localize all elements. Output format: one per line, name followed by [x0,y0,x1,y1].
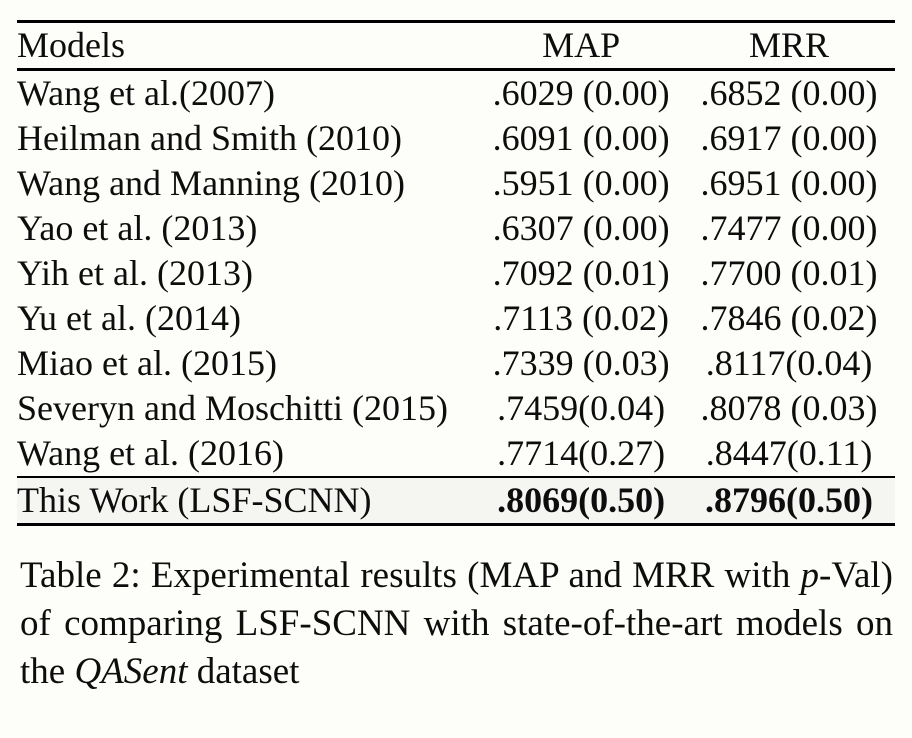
mrr-value: .6917 (0.00) [700,118,878,158]
map-value: .5951 (0.00) [492,163,670,203]
table-caption: Table 2: Experimental results (MAP and M… [20,552,893,696]
model-name: Yu et al. (2014) [17,298,241,338]
model-name: Severyn and Moschitti (2015) [17,388,448,428]
column-header-models: Models [17,21,480,71]
caption-text: Table 2: Experimental results (MAP and M… [20,555,801,596]
table-row: Yu et al. (2014) .7113 (0.02) .7846 (0.0… [17,296,895,341]
column-header-mrr: MRR [683,21,895,71]
map-value: .6091 (0.00) [492,118,670,158]
mrr-value: .8447(0.11) [705,433,873,473]
mrr-value: .7700 (0.01) [700,253,878,293]
model-name: Wang and Manning (2010) [17,163,406,203]
table-header-row: Models MAP MRR [17,21,895,71]
map-value: .7339 (0.03) [492,343,670,383]
map-value: .7113 (0.02) [493,298,669,338]
table-row: Yao et al. (2013) .6307 (0.00) .7477 (0.… [17,206,895,251]
map-value: .6307 (0.00) [492,208,670,248]
map-value: .7092 (0.01) [492,253,670,293]
model-name: Wang et al. (2016) [17,433,285,473]
mrr-value: .8117(0.04) [705,343,873,383]
map-value: .7714(0.27) [497,433,666,473]
map-value: .7459(0.04) [497,388,666,428]
model-name: Heilman and Smith (2010) [17,118,402,158]
table-row: Wang et al. (2016) .7714(0.27) .8447(0.1… [17,431,895,477]
mrr-value: .8078 (0.03) [700,388,878,428]
results-table: Models MAP MRR Wang et al.(2007) .6029 (… [17,20,895,526]
caption-text: dataset [187,651,300,692]
table-row: Wang and Manning (2010) .5951 (0.00) .69… [17,161,895,206]
mrr-value: .6852 (0.00) [700,73,878,113]
table-row: Miao et al. (2015) .7339 (0.03) .8117(0.… [17,341,895,386]
mrr-value: .7477 (0.00) [700,208,878,248]
caption-italic-p: p [800,555,820,596]
model-name: Wang et al.(2007) [17,73,276,113]
model-name: Yao et al. (2013) [17,208,258,248]
table-row: Yih et al. (2013) .7092 (0.01) .7700 (0.… [17,251,895,296]
map-value: .8069(0.50) [479,476,684,525]
table-row: Wang et al.(2007) .6029 (0.00) .6852 (0.… [17,70,895,117]
mrr-value: .8796(0.50) [683,476,895,525]
mrr-value: .7846 (0.02) [700,298,878,338]
this-work-row: This Work (LSF-SCNN) .8069(0.50) .8796(0… [17,476,895,525]
caption-italic-dataset: QASent [74,651,188,692]
caption-text: -Val) of comparing LSF-SCNN with state-o… [20,555,893,692]
model-name: Miao et al. (2015) [17,343,277,383]
table-row: Severyn and Moschitti (2015) .7459(0.04)… [17,386,895,431]
mrr-value: .6951 (0.00) [700,163,878,203]
model-name: Yih et al. (2013) [17,253,253,293]
map-value: .6029 (0.00) [492,73,670,113]
model-name: This Work (LSF-SCNN) [17,476,480,525]
table-row: Heilman and Smith (2010) .6091 (0.00) .6… [17,116,895,161]
column-header-map: MAP [479,21,684,71]
